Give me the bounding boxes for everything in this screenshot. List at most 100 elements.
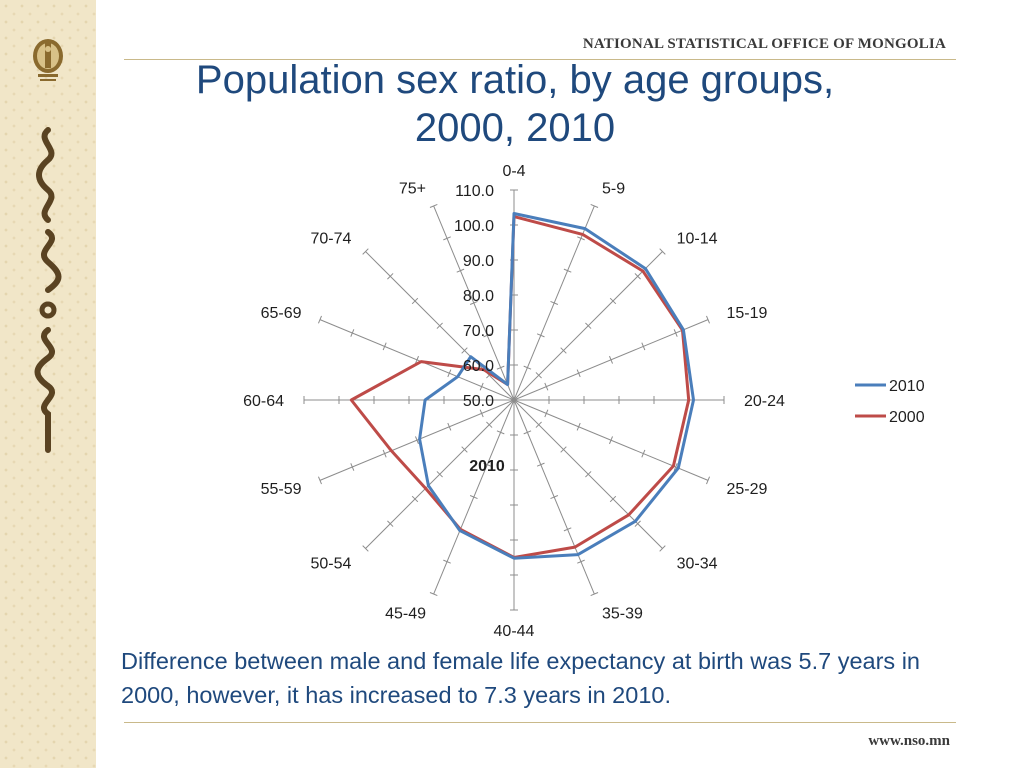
radial-tick-label: 60.0 <box>463 358 494 375</box>
radial-tick-label: 90.0 <box>463 253 494 270</box>
legend-label-2000: 2000 <box>889 409 925 426</box>
spoke-tick <box>443 236 451 241</box>
footer-divider <box>124 722 956 723</box>
spoke-tick <box>563 527 572 532</box>
chart-series <box>349 212 695 560</box>
spoke-tick <box>443 559 451 564</box>
spoke-tick <box>350 329 355 337</box>
category-label-5-9: 5-9 <box>602 181 625 198</box>
spoke-tick <box>496 365 505 370</box>
caption-text: Difference between male and female life … <box>121 648 920 708</box>
radial-tick-label: 50.0 <box>463 393 494 410</box>
spoke-tick <box>536 333 545 338</box>
spoke-tick <box>350 463 355 471</box>
spoke-tick <box>436 471 443 478</box>
spoke-tick <box>429 592 438 597</box>
spoke-tick <box>590 592 599 597</box>
spoke-tick <box>362 545 369 552</box>
category-label-65-69: 65-69 <box>261 305 302 322</box>
category-labels: 0-4 5-9 10-14 15-19 20-24 25-29 30-34 35-39 40-4… <box>243 163 785 640</box>
series-line-2000 <box>349 215 691 559</box>
spoke-tick <box>461 347 468 354</box>
spoke-tick <box>550 495 559 500</box>
mongolian-script-decoration <box>34 127 62 453</box>
spoke-tick <box>641 449 646 458</box>
spoke-tick <box>479 382 484 391</box>
spoke-tick <box>577 236 585 241</box>
radial-tick-label: 110.0 <box>455 183 494 200</box>
center-label: 2010 <box>469 458 505 475</box>
series-line-2010 <box>418 212 695 560</box>
spoke-tick <box>641 342 646 351</box>
radial-tick-label: 80.0 <box>463 288 494 305</box>
spoke-tick <box>387 520 394 527</box>
spoke-tick <box>447 422 452 431</box>
spoke-tick <box>469 495 478 500</box>
header-divider <box>124 59 956 60</box>
title-line-1: Population sex ratio, by age groups, <box>195 58 835 102</box>
category-label-75+: 75+ <box>399 181 426 198</box>
spoke-tick <box>414 436 419 445</box>
spoke-tick <box>382 342 387 351</box>
spoke-tick <box>536 462 545 467</box>
legend-label-2010: 2010 <box>889 378 925 395</box>
spoke-tick <box>585 471 592 478</box>
spoke-tick <box>609 495 617 503</box>
spoke-tick <box>496 430 505 435</box>
category-label-35-39: 35-39 <box>602 606 643 623</box>
spoke-tick <box>563 268 572 273</box>
category-label-50-54: 50-54 <box>310 556 351 573</box>
spoke-tick <box>387 273 394 280</box>
spoke-tick <box>560 347 567 354</box>
category-label-20-24: 20-24 <box>744 393 785 410</box>
radial-tick-labels: 50.0 60.0 70.0 80.0 90.0 100.0 110.0 <box>454 183 494 410</box>
spoke-tick <box>523 365 532 370</box>
category-label-15-19: 15-19 <box>727 305 768 322</box>
chart-spokes <box>303 189 725 611</box>
category-label-55-59: 55-59 <box>261 481 302 498</box>
category-label-10-14: 10-14 <box>677 230 718 247</box>
category-label-40-44: 40-44 <box>494 623 535 640</box>
category-label-60-64: 60-64 <box>243 393 284 410</box>
spoke-tick <box>479 409 484 418</box>
spoke-tick <box>590 203 599 208</box>
spoke-tick <box>535 372 542 379</box>
spoke-tick <box>634 520 641 527</box>
category-label-70-74: 70-74 <box>310 230 351 247</box>
spoke-tick <box>362 248 369 255</box>
spoke-tick <box>317 476 322 485</box>
spoke-tick <box>659 248 666 255</box>
spoke-tick <box>544 409 549 418</box>
spoke-tick <box>577 559 585 564</box>
page-title: Population sex ratio, by age groups, 200… <box>120 56 910 152</box>
spoke-tick <box>609 436 614 445</box>
spoke-tick <box>544 382 549 391</box>
spoke-tick <box>706 476 711 485</box>
spoke-tick <box>486 421 493 428</box>
spoke-tick <box>609 355 614 364</box>
spoke-tick <box>483 333 492 338</box>
spoke-tick <box>523 430 532 435</box>
spoke-tick <box>609 297 617 305</box>
spoke-tick <box>382 449 387 458</box>
spoke-tick <box>576 369 581 378</box>
spoke-tick <box>673 463 678 471</box>
website-url: www.nso.mn <box>868 733 950 749</box>
spoke-tick <box>550 300 559 305</box>
category-label-45-49: 45-49 <box>385 606 426 623</box>
spoke-tick <box>706 315 711 324</box>
spoke-tick <box>535 421 542 428</box>
spoke-tick <box>436 322 443 329</box>
spoke-tick <box>576 422 581 431</box>
spoke-tick <box>456 268 465 273</box>
decorative-side-band <box>0 0 96 768</box>
nso-emblem-logo <box>33 39 63 81</box>
spoke-tick <box>447 369 452 378</box>
category-label-30-34: 30-34 <box>677 556 718 573</box>
spoke-tick <box>585 322 592 329</box>
spoke-tick <box>659 545 666 552</box>
spoke-tick <box>469 300 478 305</box>
chart-legend: 2010 2000 <box>855 378 925 426</box>
spoke-tick <box>429 203 438 208</box>
